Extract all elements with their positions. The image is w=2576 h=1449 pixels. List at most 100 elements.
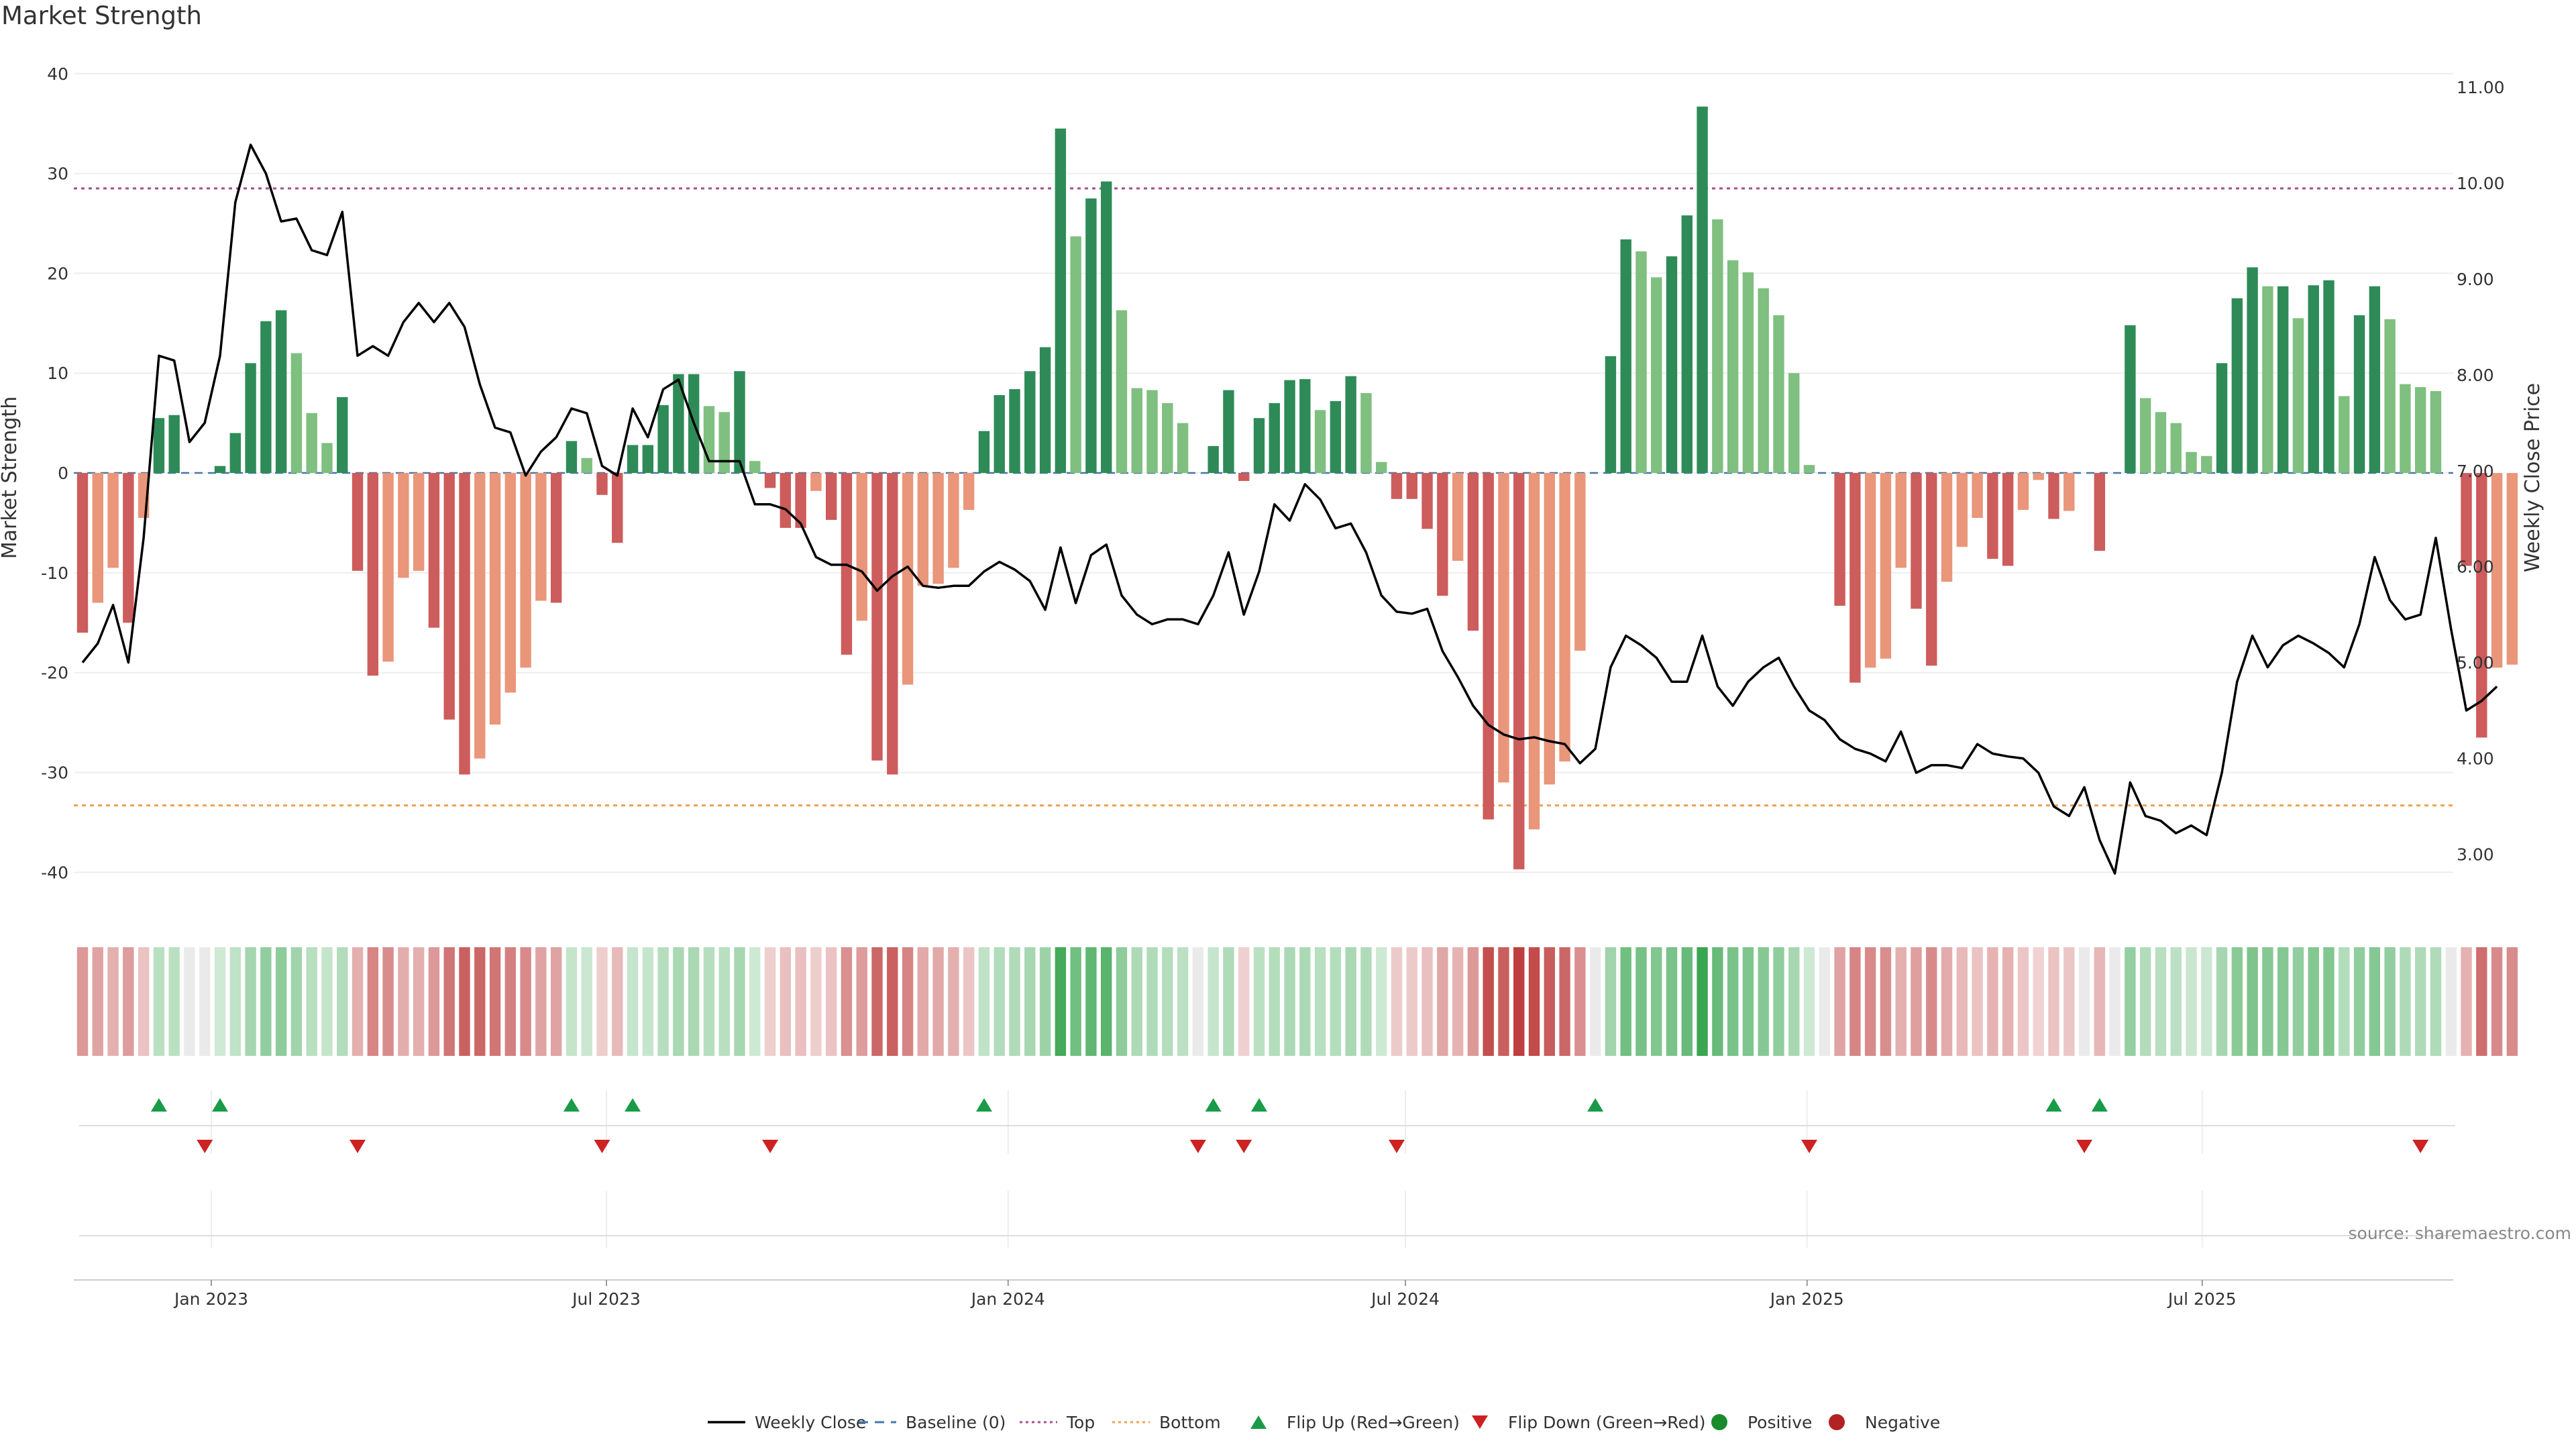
heatmap-cell	[1421, 947, 1433, 1056]
heatmap-cell	[1498, 947, 1509, 1056]
strength-bar	[1146, 390, 1158, 474]
strength-bar	[2139, 398, 2151, 474]
strength-bar	[2170, 423, 2182, 474]
heatmap-cell	[2430, 947, 2442, 1056]
weekly-close-line	[81, 144, 2498, 875]
heatmap-cell	[2125, 947, 2136, 1056]
heatmap-cell	[2277, 947, 2289, 1056]
flip-up-marker	[625, 1098, 641, 1112]
legend-label: Baseline (0)	[906, 1413, 1006, 1432]
strength-bar	[2491, 473, 2503, 668]
heatmap-cell	[153, 947, 165, 1056]
heatmap-cell	[76, 947, 89, 1056]
flip-up-marker	[150, 1098, 167, 1112]
strength-bar	[1651, 277, 1662, 474]
strength-bar	[1208, 445, 1219, 474]
heatmap-cell	[1009, 947, 1020, 1056]
strength-bar	[1849, 473, 1861, 683]
heatmap-cell	[1574, 947, 1586, 1056]
y2-tick-label: 11.00	[2457, 78, 2505, 97]
flip-down-marker	[350, 1140, 366, 1153]
strength-bar	[550, 473, 562, 603]
heatmap-cell	[1330, 947, 1342, 1056]
heatmap-cell	[199, 947, 211, 1056]
heatmap-cell	[2506, 947, 2518, 1056]
strength-bar	[2323, 280, 2334, 474]
heatmap-cell	[1788, 947, 1800, 1056]
heatmap-cell	[2353, 947, 2365, 1056]
strength-bar	[1039, 347, 1051, 474]
heatmap-cell	[1666, 947, 1678, 1056]
heatmap-cell	[1926, 947, 1937, 1056]
strength-bar	[275, 310, 287, 474]
strength-bar	[2384, 319, 2396, 474]
strength-bar	[352, 473, 364, 571]
heatmap-cell	[1911, 947, 1922, 1056]
y2-tick-label: 9.00	[2457, 270, 2494, 289]
strength-bar	[1574, 473, 1586, 651]
strength-bar	[1620, 239, 1631, 474]
y2-tick-label: 4.00	[2457, 749, 2494, 769]
y-axis-title: Market Strength	[0, 396, 21, 559]
reference-lines	[74, 187, 2453, 807]
heatmap-cell	[1314, 947, 1326, 1056]
strength-bar	[1376, 462, 1387, 474]
strength-bar	[474, 473, 486, 759]
strength-bar	[2262, 286, 2273, 474]
heatmap-cell	[443, 947, 455, 1056]
strength-bar	[290, 353, 303, 474]
heatmap-cell	[1055, 947, 1067, 1056]
heatmap-cell	[107, 947, 119, 1056]
legend-item: Weekly Close	[708, 1413, 866, 1432]
legend-item: Baseline (0)	[859, 1413, 1006, 1432]
heatmap-cell	[2094, 947, 2106, 1056]
strength-bar	[245, 363, 256, 474]
heatmap-cell	[184, 947, 195, 1056]
heatmap-cell	[1987, 947, 1998, 1056]
heatmap-cell	[2339, 947, 2350, 1056]
heatmap-cell	[932, 947, 944, 1056]
heatmap-cell	[489, 947, 501, 1056]
strength-bar	[871, 473, 883, 761]
legend-item: Top	[1020, 1413, 1095, 1432]
legend-label: Negative	[1865, 1413, 1940, 1432]
legend-item: Negative	[1829, 1413, 1940, 1432]
strength-bar	[1070, 236, 1081, 474]
heatmap-cell	[764, 947, 776, 1056]
heatmap-cell	[1345, 947, 1356, 1056]
heatmap-cell	[2002, 947, 2014, 1056]
legend: Weekly Close Baseline (0) Top Bottom Flip Up…	[708, 1413, 1940, 1432]
strength-bar	[92, 473, 103, 603]
strength-bar	[1758, 288, 1769, 474]
flip-up-marker	[975, 1098, 992, 1112]
legend-swatch	[1829, 1414, 1845, 1430]
heatmap-cell	[2292, 947, 2304, 1056]
flip-up-marker	[563, 1098, 580, 1112]
strength-bar	[1238, 473, 1250, 481]
heatmap-cell	[1299, 947, 1311, 1056]
heatmap-cell	[474, 947, 486, 1056]
strength-bar	[2186, 451, 2197, 474]
strength-bar	[1360, 393, 1372, 474]
strength-bar	[1956, 473, 1968, 547]
heatmap-cell	[1956, 947, 1968, 1056]
heatmap-cell	[1406, 947, 1417, 1056]
flip-up-marker	[212, 1098, 229, 1112]
strength-bar	[810, 473, 822, 491]
strength-bar	[2033, 473, 2044, 480]
flip-down-marker	[594, 1140, 610, 1153]
heatmap-cell	[2201, 947, 2212, 1056]
heatmap-cell	[657, 947, 669, 1056]
heatmap-cell	[749, 947, 761, 1056]
heatmap-cell	[2109, 947, 2121, 1056]
strength-bar	[535, 473, 547, 601]
heatmap-cell	[795, 947, 806, 1056]
strength-bar	[382, 473, 394, 662]
flip-down-marker	[1801, 1140, 1818, 1153]
heatmap-cell	[1513, 947, 1525, 1056]
strength-bar	[107, 473, 119, 568]
strength-bar	[1131, 388, 1142, 474]
strength-bar	[1697, 106, 1708, 474]
strength-bar	[2476, 473, 2487, 738]
heatmap-cell	[978, 947, 990, 1056]
